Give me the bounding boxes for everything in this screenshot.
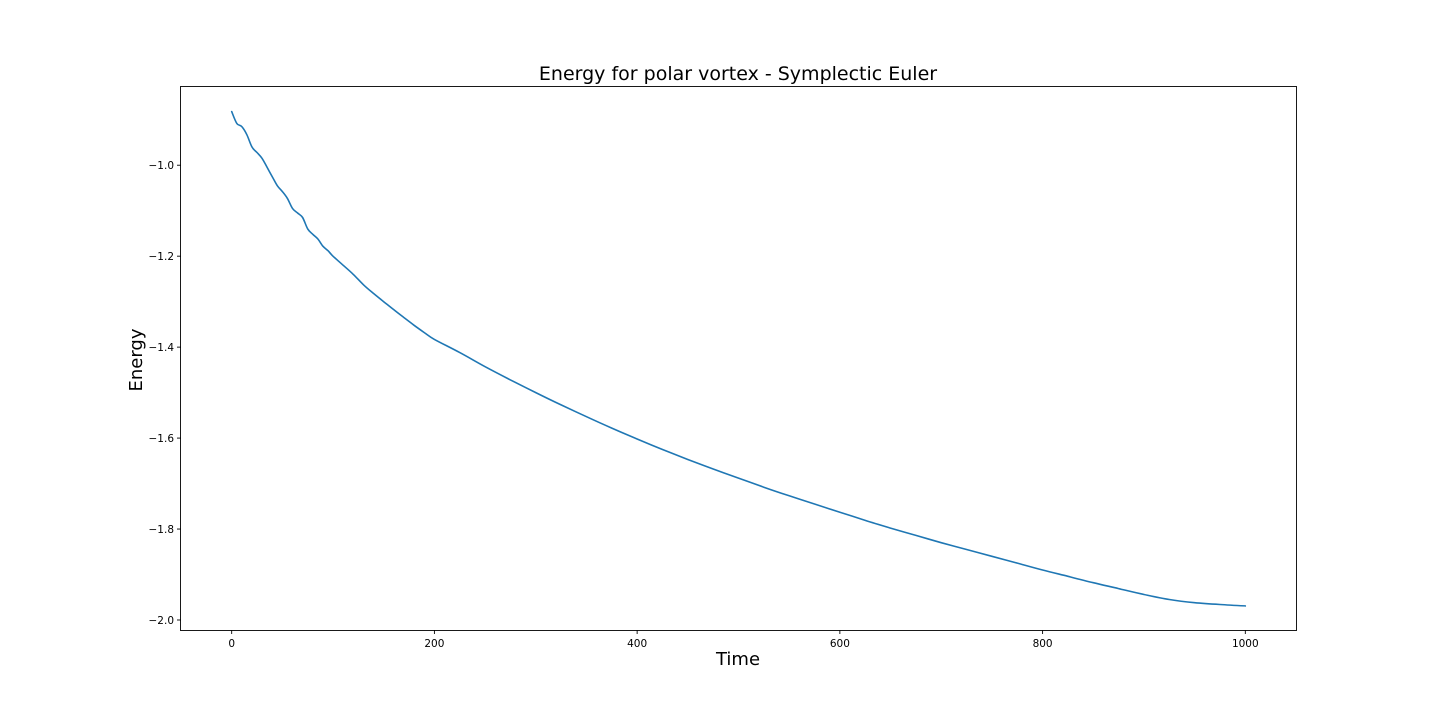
x-tick-label: 0 [228,638,235,650]
x-axis-label: Time [715,649,760,670]
x-tick-label: 400 [627,638,647,650]
y-tick-label: −1.2 [149,251,175,263]
x-axis: 0 200 400 600 800 1000 [228,630,1259,650]
y-axis: −2.0 −1.8 −1.6 −1.4 −1.2 −1.0 [149,160,181,627]
y-tick-label: −1.4 [149,342,175,354]
x-tick-label: 200 [424,638,444,650]
y-tick-label: −1.8 [149,524,175,536]
y-tick-label: −1.0 [149,160,175,172]
x-tick-label: 800 [1033,638,1053,650]
plot-frame [180,86,1297,631]
y-tick-label: −2.0 [149,615,175,627]
x-tick-label: 1000 [1232,638,1259,650]
x-tick-label: 600 [830,638,850,650]
y-tick-label: −1.6 [149,433,175,445]
y-axis-label: Energy [126,328,147,391]
energy-series-line [230,110,1247,607]
chart-title: Energy for polar vortex - Symplectic Eul… [539,63,937,85]
